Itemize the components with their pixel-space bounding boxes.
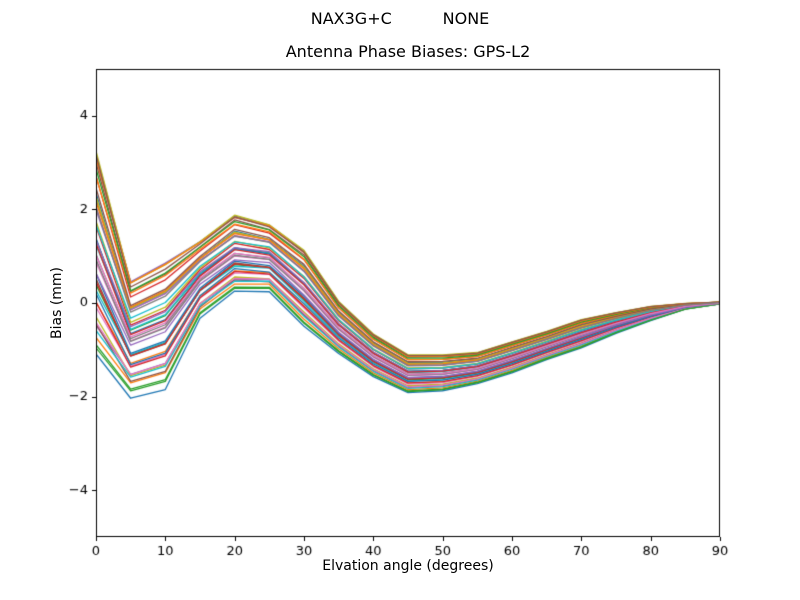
- chart-title: Antenna Phase Biases: GPS-L2: [285, 42, 531, 61]
- y-axis-label: Bias (mm): [49, 266, 65, 340]
- x-axis-label: Elvation angle (degrees): [322, 558, 494, 574]
- figure-suptitle: NAX3G+C NONE: [310, 9, 490, 28]
